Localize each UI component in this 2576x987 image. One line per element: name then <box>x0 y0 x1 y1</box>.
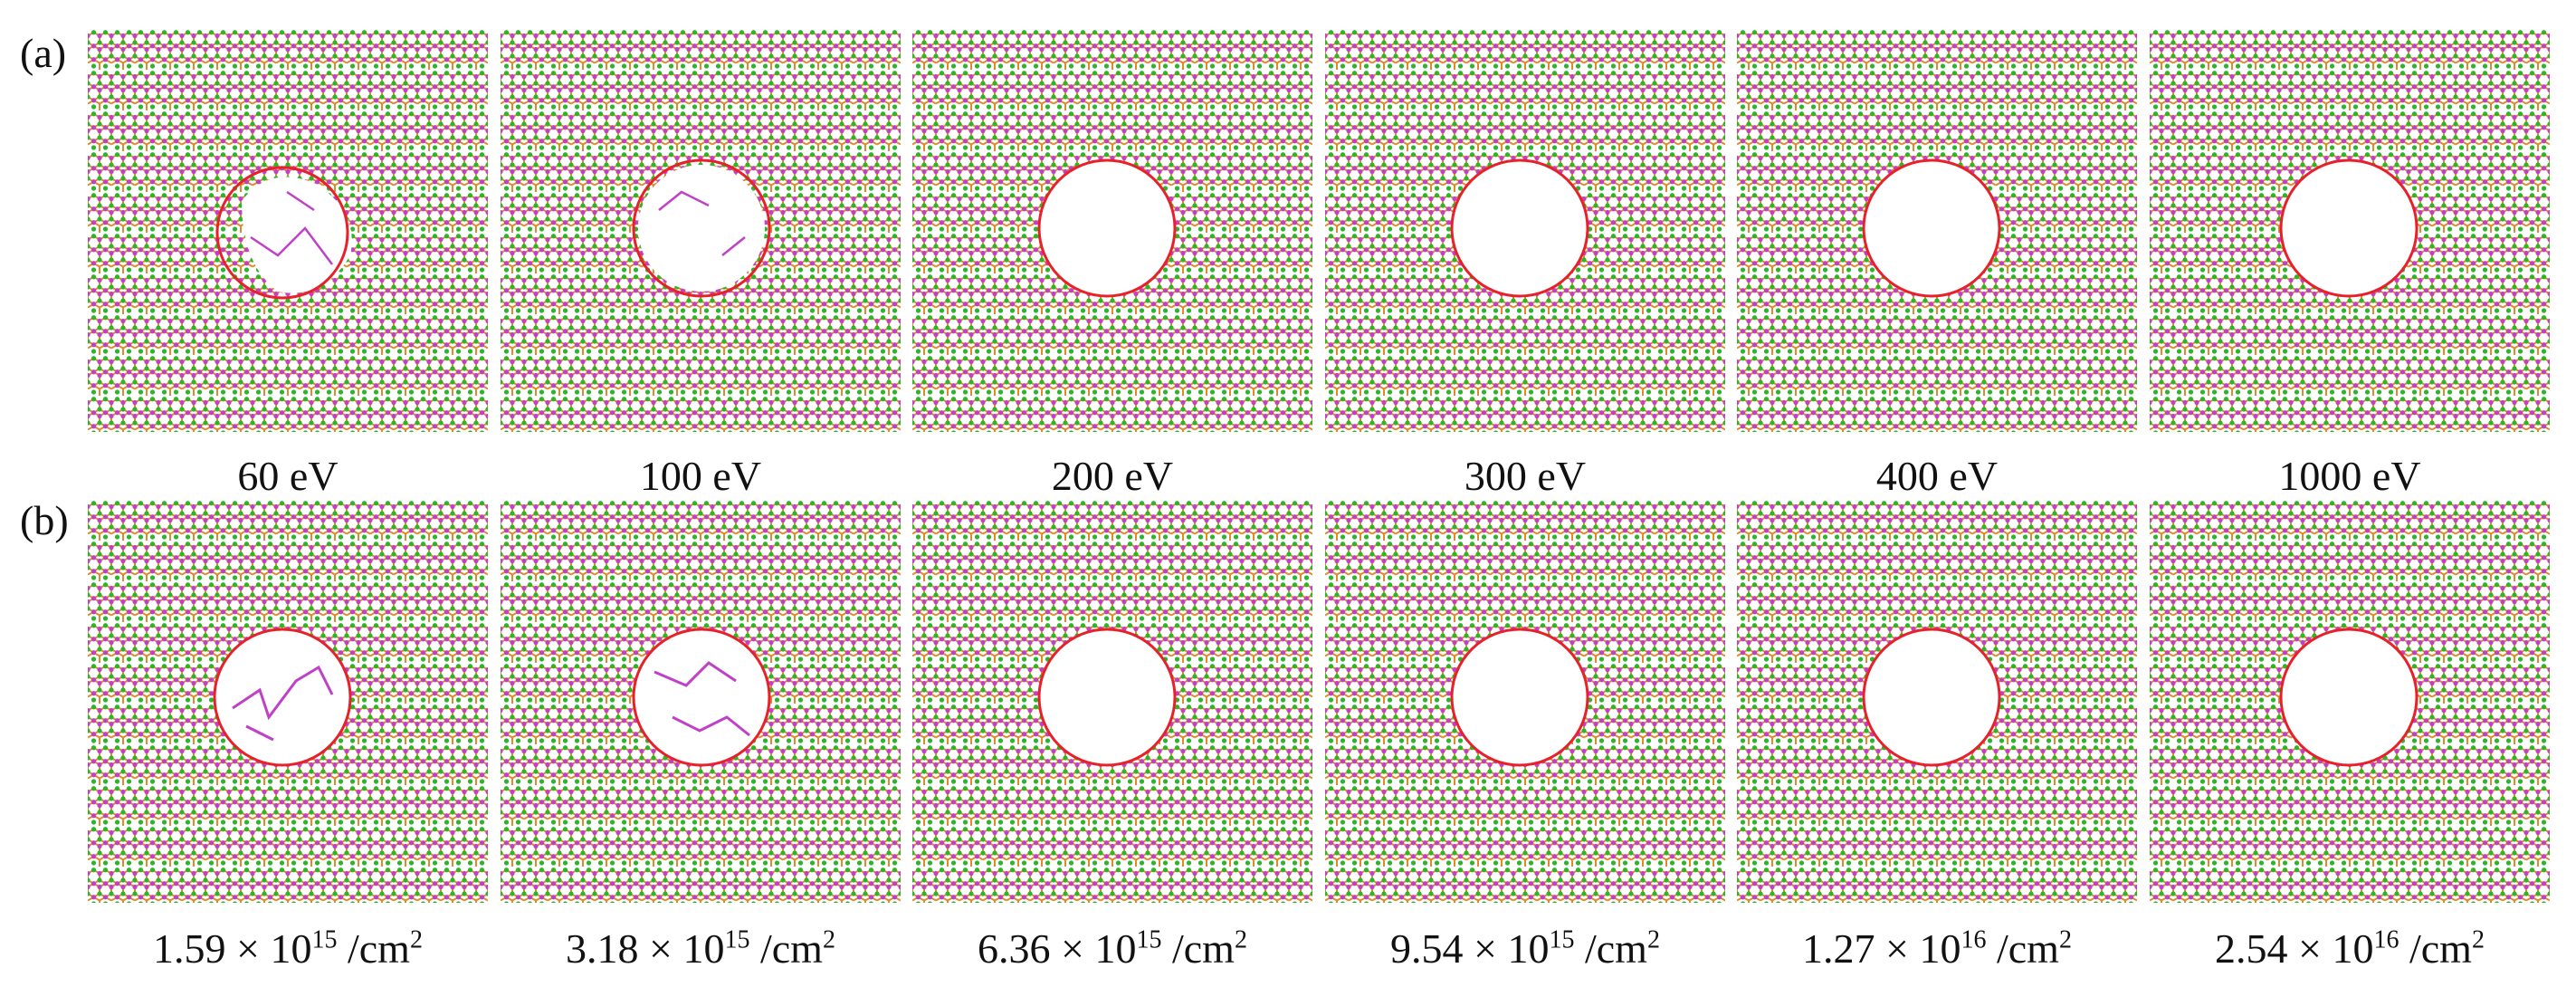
caption-energy: 60 eV <box>237 453 339 499</box>
fluence-unit-exponent: 2 <box>822 925 835 954</box>
panel-a-4 <box>1325 29 1725 432</box>
lattice-image <box>1325 29 1725 432</box>
row-label-b: (b) <box>20 497 69 543</box>
caption-energy: 200 eV <box>1051 453 1174 499</box>
lattice-image <box>501 500 901 903</box>
fluence-unit: /cm <box>2399 925 2472 972</box>
caption-energy: 100 eV <box>639 453 762 499</box>
fluence-unit: /cm <box>1986 925 2059 972</box>
fluence-unit: /cm <box>749 925 823 972</box>
panel-b-1 <box>88 500 488 903</box>
fluence-exponent: 15 <box>724 925 750 954</box>
fluence-unit: /cm <box>1161 925 1235 972</box>
caption-energy: 400 eV <box>1875 453 1999 499</box>
caption-fluence: 2.54 × 1016 /cm2 <box>2142 925 2558 972</box>
caption-energy: 300 eV <box>1464 453 1587 499</box>
lattice-image <box>88 500 488 903</box>
fluence-exponent: 16 <box>2373 925 2399 954</box>
lattice-image <box>501 29 901 432</box>
caption-fluence: 6.36 × 1015 /cm2 <box>904 925 1321 972</box>
caption-fluence: 9.54 × 1015 /cm2 <box>1317 925 1733 972</box>
panel-b-6 <box>2150 500 2550 903</box>
lattice-image <box>1325 500 1725 903</box>
fluence-mantissa: 2.54 × 10 <box>2215 925 2374 972</box>
fluence-unit-exponent: 2 <box>409 925 423 954</box>
lattice-image <box>1737 29 2137 432</box>
panel-b-4 <box>1325 500 1725 903</box>
fluence-unit-exponent: 2 <box>2058 925 2072 954</box>
fluence-mantissa: 9.54 × 10 <box>1390 925 1550 972</box>
fluence-exponent: 15 <box>1549 925 1575 954</box>
panel-b-2 <box>501 500 901 903</box>
panel-a-3 <box>912 29 1312 432</box>
lattice-image <box>88 29 488 432</box>
caption-fluence: 1.59 × 1015 /cm2 <box>80 925 496 972</box>
caption-fluence: 3.18 × 1015 /cm2 <box>492 925 909 972</box>
fluence-mantissa: 1.27 × 10 <box>1802 925 1961 972</box>
fluence-unit-exponent: 2 <box>1646 925 1660 954</box>
panel-a-6 <box>2150 29 2550 432</box>
fluence-exponent: 15 <box>1136 925 1162 954</box>
lattice-image <box>912 29 1312 432</box>
caption-energy: 1000 eV <box>2278 453 2421 499</box>
fluence-unit-exponent: 2 <box>1234 925 1247 954</box>
panel-a-1 <box>88 29 488 432</box>
lattice-image <box>2150 29 2550 432</box>
fluence-unit: /cm <box>1574 925 1647 972</box>
lattice-image <box>912 500 1312 903</box>
fluence-mantissa: 6.36 × 10 <box>978 925 1137 972</box>
fluence-mantissa: 1.59 × 10 <box>153 925 312 972</box>
fluence-exponent: 15 <box>311 925 338 954</box>
fluence-unit-exponent: 2 <box>2471 925 2485 954</box>
row-label-a: (a) <box>20 30 67 76</box>
panel-a-2 <box>501 29 901 432</box>
fluence-exponent: 16 <box>1961 925 1987 954</box>
fluence-mantissa: 3.18 × 10 <box>566 925 725 972</box>
lattice-image <box>1737 500 2137 903</box>
panel-b-5 <box>1737 500 2137 903</box>
panel-b-3 <box>912 500 1312 903</box>
fluence-unit: /cm <box>337 925 410 972</box>
lattice-image <box>2150 500 2550 903</box>
caption-fluence: 1.27 × 1016 /cm2 <box>1729 925 2145 972</box>
panel-a-5 <box>1737 29 2137 432</box>
